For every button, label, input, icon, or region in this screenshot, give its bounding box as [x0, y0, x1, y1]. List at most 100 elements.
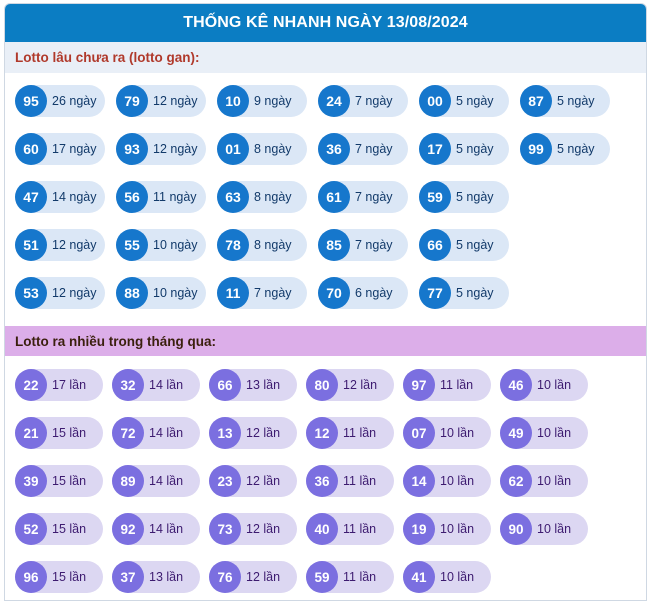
gan-item[interactable]: 59 5 ngày [419, 181, 509, 213]
gan-count: 8 ngày [254, 238, 292, 252]
gan-count: 5 ngày [557, 142, 595, 156]
freq-item[interactable]: 59 11 lần [306, 561, 394, 593]
freq-item[interactable]: 76 12 lần [209, 561, 297, 593]
freq-row: 39 15 lần 89 14 lần 23 12 lần 36 11 lần 14 10 lần… [15, 465, 646, 513]
freq-item[interactable]: 39 15 lần [15, 465, 103, 497]
gan-item[interactable]: 36 7 ngày [318, 133, 408, 165]
freq-row: 21 15 lần 72 14 lần 13 12 lần 12 11 lần 07 10 lần… [15, 417, 646, 465]
freq-item[interactable]: 12 11 lần [306, 417, 394, 449]
gan-item[interactable]: 60 17 ngày [15, 133, 105, 165]
gan-item[interactable]: 77 5 ngày [419, 277, 509, 309]
lotto-frequent-title: Lotto ra nhiều trong tháng qua: [5, 326, 646, 356]
freq-item[interactable]: 90 10 lần [500, 513, 588, 545]
gan-item[interactable]: 66 5 ngày [419, 229, 509, 261]
gan-number-ball: 87 [520, 85, 552, 117]
gan-item[interactable]: 51 12 ngày [15, 229, 105, 261]
gan-item[interactable]: 47 14 ngày [15, 181, 105, 213]
freq-item[interactable]: 22 17 lần [15, 369, 103, 401]
freq-row: 96 15 lần 37 13 lần 76 12 lần 59 11 lần 41 10 lần [15, 561, 646, 600]
freq-item[interactable]: 21 15 lần [15, 417, 103, 449]
gan-count: 8 ngày [254, 190, 292, 204]
freq-count: 10 lần [440, 474, 475, 488]
gan-number-ball: 63 [217, 181, 249, 213]
freq-item[interactable]: 52 15 lần [15, 513, 103, 545]
gan-item[interactable]: 99 5 ngày [520, 133, 610, 165]
gan-count: 12 ngày [153, 94, 198, 108]
freq-count: 14 lần [149, 474, 184, 488]
freq-number-ball: 32 [112, 369, 144, 401]
freq-count: 17 lần [52, 378, 87, 392]
gan-item[interactable]: 61 7 ngày [318, 181, 408, 213]
freq-item[interactable]: 37 13 lần [112, 561, 200, 593]
freq-number-ball: 23 [209, 465, 241, 497]
freq-item[interactable]: 13 12 lần [209, 417, 297, 449]
freq-item[interactable]: 49 10 lần [500, 417, 588, 449]
freq-item[interactable]: 14 10 lần [403, 465, 491, 497]
gan-item[interactable]: 85 7 ngày [318, 229, 408, 261]
gan-item[interactable]: 11 7 ngày [217, 277, 307, 309]
freq-item[interactable]: 19 10 lần [403, 513, 491, 545]
gan-item[interactable]: 01 8 ngày [217, 133, 307, 165]
freq-count: 15 lần [52, 570, 87, 584]
freq-count: 12 lần [246, 522, 281, 536]
freq-item[interactable]: 41 10 lần [403, 561, 491, 593]
gan-number-ball: 79 [116, 85, 148, 117]
gan-count: 6 ngày [355, 286, 393, 300]
freq-count: 10 lần [537, 474, 572, 488]
freq-item[interactable]: 89 14 lần [112, 465, 200, 497]
gan-item[interactable]: 95 26 ngày [15, 85, 105, 117]
freq-item[interactable]: 36 11 lần [306, 465, 394, 497]
freq-item[interactable]: 07 10 lần [403, 417, 491, 449]
freq-item[interactable]: 32 14 lần [112, 369, 200, 401]
gan-number-ball: 66 [419, 229, 451, 261]
gan-item[interactable]: 56 11 ngày [116, 181, 206, 213]
gan-item[interactable]: 93 12 ngày [116, 133, 206, 165]
gan-count: 12 ngày [52, 238, 97, 252]
gan-item[interactable]: 24 7 ngày [318, 85, 408, 117]
freq-number-ball: 66 [209, 369, 241, 401]
freq-item[interactable]: 73 12 lần [209, 513, 297, 545]
freq-item[interactable]: 92 14 lần [112, 513, 200, 545]
freq-number-ball: 37 [112, 561, 144, 593]
gan-item[interactable]: 88 10 ngày [116, 277, 206, 309]
gan-row: 95 26 ngày 79 12 ngày 10 9 ngày 24 7 ngày 00 5 ng… [15, 85, 646, 133]
gan-item[interactable]: 87 5 ngày [520, 85, 610, 117]
gan-item[interactable]: 55 10 ngày [116, 229, 206, 261]
gan-item[interactable]: 00 5 ngày [419, 85, 509, 117]
freq-count: 12 lần [343, 378, 378, 392]
gan-number-ball: 47 [15, 181, 47, 213]
freq-item[interactable]: 97 11 lần [403, 369, 491, 401]
freq-item[interactable]: 66 13 lần [209, 369, 297, 401]
gan-row: 47 14 ngày 56 11 ngày 63 8 ngày 61 7 ngày 59 5 ng… [15, 181, 646, 229]
freq-item[interactable]: 80 12 lần [306, 369, 394, 401]
freq-item[interactable]: 23 12 lần [209, 465, 297, 497]
gan-row: 51 12 ngày 55 10 ngày 78 8 ngày 85 7 ngày 66 5 ng… [15, 229, 646, 277]
gan-number-ball: 61 [318, 181, 350, 213]
gan-number-ball: 70 [318, 277, 350, 309]
lotto-gan-title: Lotto lâu chưa ra (lotto gan): [5, 42, 646, 73]
gan-number-ball: 51 [15, 229, 47, 261]
gan-number-ball: 56 [116, 181, 148, 213]
freq-number-ball: 41 [403, 561, 435, 593]
freq-item[interactable]: 62 10 lần [500, 465, 588, 497]
freq-count: 10 lần [440, 426, 475, 440]
freq-count: 13 lần [246, 378, 281, 392]
freq-number-ball: 89 [112, 465, 144, 497]
freq-item[interactable]: 46 10 lần [500, 369, 588, 401]
gan-item[interactable]: 10 9 ngày [217, 85, 307, 117]
freq-item[interactable]: 96 15 lần [15, 561, 103, 593]
freq-item[interactable]: 72 14 lần [112, 417, 200, 449]
gan-item[interactable]: 17 5 ngày [419, 133, 509, 165]
gan-item[interactable]: 53 12 ngày [15, 277, 105, 309]
gan-count: 14 ngày [52, 190, 97, 204]
freq-item[interactable]: 40 11 lần [306, 513, 394, 545]
gan-number-ball: 95 [15, 85, 47, 117]
gan-item[interactable]: 78 8 ngày [217, 229, 307, 261]
gan-count: 5 ngày [456, 142, 494, 156]
gan-row: 53 12 ngày 88 10 ngày 11 7 ngày 70 6 ngày 77 5 ng… [15, 277, 646, 325]
freq-count: 14 lần [149, 522, 184, 536]
gan-count: 5 ngày [557, 94, 595, 108]
gan-item[interactable]: 79 12 ngày [116, 85, 206, 117]
gan-item[interactable]: 63 8 ngày [217, 181, 307, 213]
gan-item[interactable]: 70 6 ngày [318, 277, 408, 309]
